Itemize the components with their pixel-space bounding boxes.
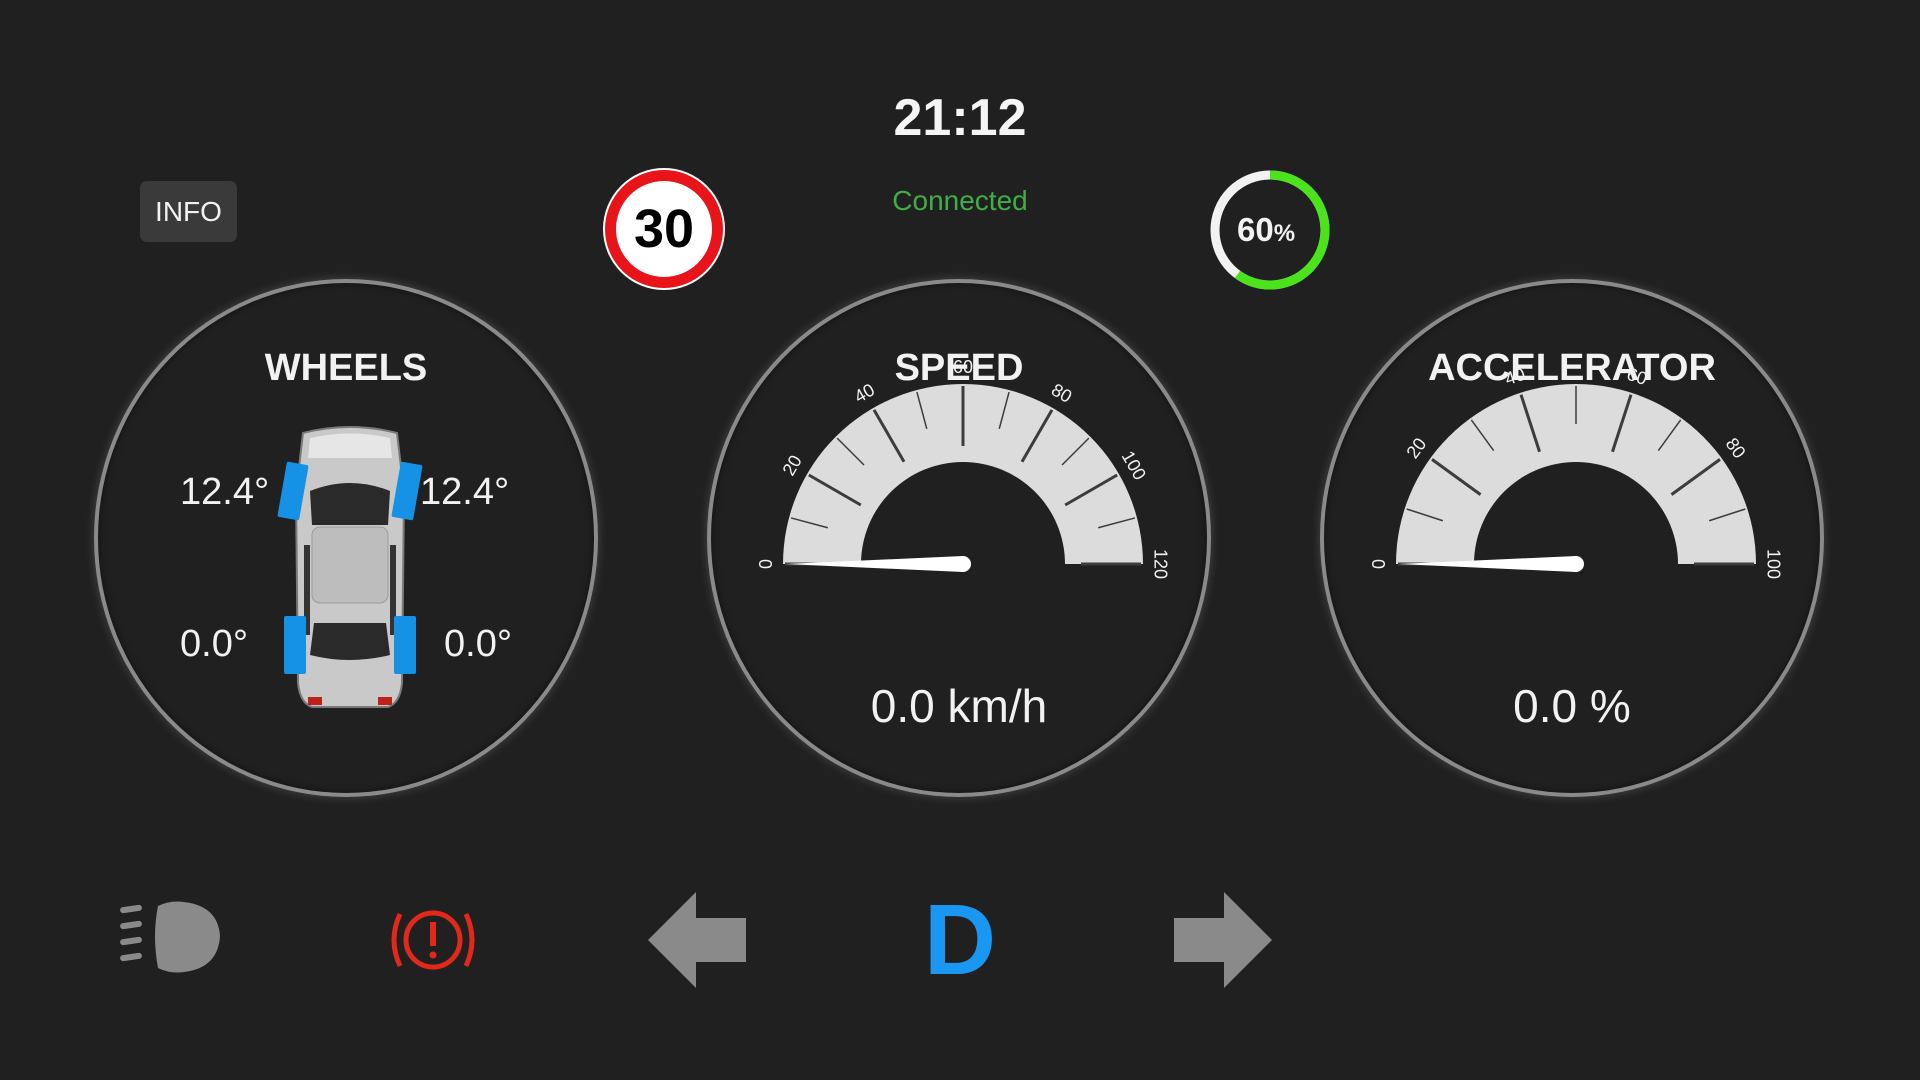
car-left-taillight-icon <box>308 697 322 705</box>
speed-dial: 0 20 40 60 80 100 120 <box>756 357 1171 579</box>
speed-tick-label: 40 <box>851 380 878 407</box>
front-right-angle: 12.4° <box>420 471 510 513</box>
speed-needle <box>785 556 963 572</box>
front-right-wheel-icon <box>391 461 423 521</box>
speed-major-tick <box>872 409 906 463</box>
speed-minor-tick <box>916 391 928 429</box>
accelerator-needle <box>1398 556 1576 572</box>
speed-minor-tick <box>790 517 828 529</box>
speed-readout: 0.0 km/h <box>870 680 1048 732</box>
car-hood-icon <box>308 433 392 458</box>
car-windshield-icon <box>310 483 390 525</box>
speed-title: SPEED <box>894 347 1024 389</box>
speed-tick-label: 60 <box>953 357 973 377</box>
front-left-wheel-icon <box>277 461 309 521</box>
accelerator-readout: 0.0 % <box>1513 680 1631 732</box>
speed-tick-label: 100 <box>1118 447 1150 483</box>
accelerator-major-tick <box>1519 394 1541 453</box>
car-left-windows-icon <box>304 545 310 635</box>
rear-left-angle: 0.0° <box>180 623 249 665</box>
speed-minor-tick <box>1061 437 1090 466</box>
rear-right-wheel-icon <box>394 616 416 674</box>
gear-indicator: D <box>923 884 997 996</box>
wheels-title: WHEELS <box>264 347 428 389</box>
speed-tick-label: 0 <box>756 559 776 569</box>
right-arrow-icon <box>1174 892 1272 988</box>
speed-minor-tick <box>998 391 1010 429</box>
speed-limit-value: 30 <box>633 199 695 259</box>
speed-minor-tick <box>836 437 865 466</box>
speed-needle-hub <box>955 556 971 572</box>
accelerator-minor-tick <box>1657 419 1682 452</box>
car-roof-icon <box>311 526 389 604</box>
battery-ring: 60% <box>1210 170 1330 290</box>
accelerator-major-tick <box>1611 394 1633 453</box>
accelerator-tick-label: 60 <box>1624 364 1649 389</box>
speed-gauge: SPEED 0 20 40 60 80 100 120 0.0 km/h <box>707 279 1211 797</box>
rear-left-wheel-icon <box>284 616 306 674</box>
speed-tick-label: 80 <box>1048 380 1075 407</box>
battery-ring-fill <box>1210 170 1330 290</box>
accelerator-minor-tick <box>1708 508 1746 522</box>
accelerator-major-tick <box>1431 458 1482 496</box>
svg-text:60%: 60% <box>1237 211 1295 248</box>
car-top-view <box>277 426 423 708</box>
left-arrow-icon <box>648 892 746 988</box>
accelerator-gauge: ACCELERATOR 0 20 40 60 80 100 0.0 % <box>1320 279 1824 797</box>
car-right-windows-icon <box>390 545 396 635</box>
clock: 21:12 <box>893 89 1027 147</box>
speed-limit-sign: 30 <box>605 170 723 288</box>
speed-tick-label: 120 <box>1150 549 1170 579</box>
accelerator-major-tick <box>1670 458 1721 496</box>
wheels-gauge: WHEELS 12.4° 12.4° 0.0° 0.0° <box>94 279 598 797</box>
accelerator-tick-label: 0 <box>1369 559 1389 569</box>
accelerator-dial-band <box>1396 384 1756 564</box>
accelerator-tick-label: 80 <box>1722 434 1750 462</box>
brake-warning-icon <box>391 910 475 970</box>
speed-minor-tick <box>1098 517 1136 529</box>
speed-tick-label: 20 <box>779 452 806 479</box>
accelerator-tick-label: 100 <box>1763 549 1783 579</box>
battery-percent-symbol: % <box>1274 220 1295 247</box>
connection-status: Connected <box>892 185 1028 216</box>
accelerator-title: ACCELERATOR <box>1428 347 1716 389</box>
car-right-taillight-icon <box>378 697 392 705</box>
accelerator-needle-hub <box>1568 556 1584 572</box>
headlight-icon <box>120 901 220 973</box>
speed-major-tick <box>808 473 862 507</box>
accelerator-minor-tick <box>1406 508 1444 522</box>
speed-major-tick <box>1064 473 1118 507</box>
battery-percent: 60 <box>1237 211 1274 248</box>
front-left-angle: 12.4° <box>180 471 270 513</box>
rear-right-angle: 0.0° <box>444 623 513 665</box>
accelerator-dial: 0 20 40 60 80 100 <box>1369 364 1784 579</box>
info-button[interactable]: INFO <box>140 181 237 242</box>
speed-dial-band <box>783 384 1143 564</box>
speed-major-tick <box>1020 409 1054 463</box>
accelerator-tick-label: 20 <box>1402 434 1430 462</box>
car-rear-window-icon <box>310 623 390 660</box>
accelerator-tick-label: 40 <box>1502 364 1527 389</box>
accelerator-minor-tick <box>1470 419 1495 452</box>
